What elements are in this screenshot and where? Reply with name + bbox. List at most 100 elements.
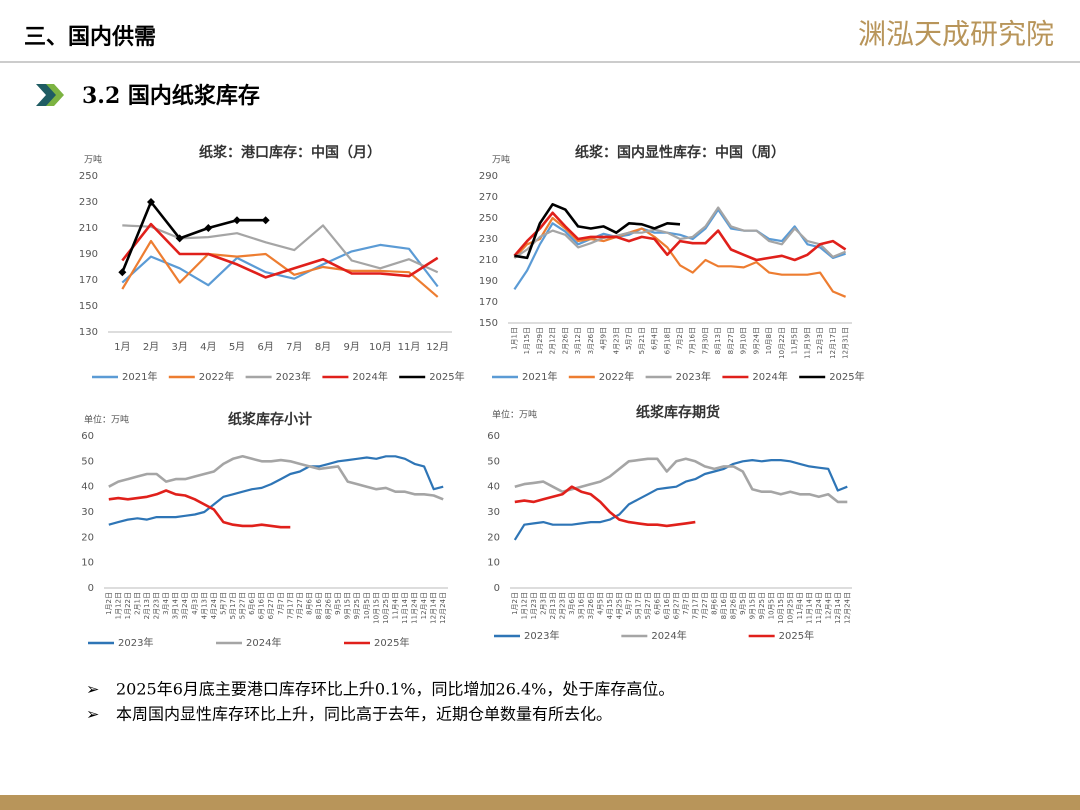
y-tick-label: 190	[479, 276, 498, 287]
x-tick-label: 3月12日	[574, 327, 582, 354]
x-tick-label: 12月14日	[834, 592, 842, 624]
x-tick-label: 11月24日	[815, 592, 823, 624]
series-line	[122, 224, 439, 274]
series-line	[121, 200, 266, 273]
x-tick-label: 9月5日	[739, 592, 747, 615]
x-tick-label: 6月6日	[653, 592, 661, 615]
x-tick-label: 7月17日	[286, 592, 294, 619]
x-tick-label: 1月2日	[105, 592, 113, 615]
x-tick-label: 11月4日	[391, 592, 399, 619]
x-tick-label: 9月25日	[353, 592, 361, 619]
point-marker	[261, 216, 270, 225]
x-tick-label: 4月5日	[596, 592, 604, 615]
x-tick-label: 9月24日	[752, 327, 760, 354]
chart-title: 纸浆库存小计	[228, 411, 312, 428]
series-line	[514, 457, 848, 504]
series-line	[514, 203, 681, 260]
bullet-icon: ➢	[86, 705, 99, 724]
x-tick-label: 8月26日	[325, 592, 333, 619]
x-tick-label: 1月1日	[510, 327, 518, 350]
x-tick-label: 4月	[200, 341, 216, 353]
x-tick-label: 1月12日	[520, 592, 528, 619]
x-tick-label: 2月3日	[539, 592, 547, 615]
x-tick-label: 7月17日	[691, 592, 699, 619]
x-tick-label: 10月25日	[786, 592, 794, 624]
x-tick-label: 4月15日	[606, 592, 614, 619]
x-tick-label: 4月24日	[210, 592, 218, 619]
x-tick-label: 6月27日	[672, 592, 680, 619]
x-tick-label: 10月	[369, 341, 392, 353]
y-tick-label: 150	[79, 301, 98, 312]
y-tick-label: 270	[479, 192, 498, 203]
x-tick-label: 9月25日	[758, 592, 766, 619]
legend-label: 2024年	[352, 370, 387, 383]
x-tick-label: 8月6日	[305, 592, 313, 615]
x-tick-label: 10月8日	[765, 327, 773, 354]
x-tick-label: 12月	[426, 341, 449, 353]
y-tick-label: 210	[79, 223, 98, 234]
bullet-icon: ➢	[86, 680, 99, 699]
y-tick-label: 130	[79, 327, 98, 338]
x-tick-label: 5月27日	[239, 592, 247, 619]
section-title: 3.2 国内纸浆库存	[82, 83, 260, 109]
x-tick-label: 10月5日	[363, 592, 371, 619]
x-tick-label: 9月15日	[344, 592, 352, 619]
series-line	[513, 211, 847, 262]
legend-label: 2024年	[651, 629, 686, 642]
x-tick-label: 6月6日	[248, 592, 256, 615]
x-tick-label: 3月26日	[587, 592, 595, 619]
point-marker	[204, 224, 213, 232]
x-tick-label: 8月26日	[729, 592, 737, 619]
x-tick-label: 12月3日	[816, 327, 824, 354]
section-arrow2	[46, 84, 64, 106]
x-tick-label: 3月	[171, 341, 187, 353]
x-tick-label: 3月24日	[181, 592, 189, 619]
series-line	[513, 206, 847, 259]
x-tick-label: 7月30日	[701, 327, 709, 354]
y-tick-label: 40	[81, 482, 94, 493]
x-tick-label: 2月23日	[558, 592, 566, 619]
series-line	[121, 243, 439, 288]
unit-label: 万吨	[84, 154, 102, 166]
x-tick-label: 12月4日	[420, 592, 428, 619]
unit-label: 单位：万吨	[84, 414, 129, 426]
y-tick-label: 10	[487, 558, 500, 569]
legend-label: 2023年	[118, 636, 153, 649]
x-tick-label: 12月4日	[824, 592, 832, 619]
series-line	[121, 239, 439, 298]
x-tick-label: 11月14日	[401, 592, 409, 624]
x-tick-label: 9月	[343, 341, 359, 353]
y-tick-label: 60	[81, 431, 94, 442]
x-tick-label: 8月13日	[714, 327, 722, 354]
unit-label: 万吨	[492, 154, 510, 166]
series-line	[513, 208, 846, 291]
chart-title: 纸浆：国内显性库存：中国（周）	[575, 144, 785, 161]
x-tick-label: 5月27日	[644, 592, 652, 619]
x-tick-label: 1月29日	[536, 327, 544, 354]
x-tick-label: 6月27日	[267, 592, 275, 619]
legend-label: 2021年	[522, 370, 557, 383]
x-tick-label: 6月18日	[663, 327, 671, 354]
x-tick-label: 9月15日	[748, 592, 756, 619]
y-tick-label: 230	[79, 197, 98, 208]
series-line	[108, 455, 444, 501]
y-tick-label: 190	[79, 249, 98, 260]
y-tick-label: 290	[479, 171, 498, 182]
x-tick-label: 10月22日	[778, 327, 786, 359]
x-tick-label: 9月10日	[740, 327, 748, 354]
x-tick-label: 8月6日	[710, 592, 718, 615]
legend-label: 2023年	[276, 370, 311, 383]
x-tick-label: 12月31日	[842, 327, 850, 359]
unit-label: 单位：万吨	[492, 409, 537, 421]
x-tick-label: 2月26日	[561, 327, 569, 354]
x-tick-label: 9月5日	[334, 592, 342, 615]
x-tick-label: 11月4日	[796, 592, 804, 619]
bullet: 2025年6月底主要港口库存环比上升0.1%，同比增加26.4%，处于库存高位。	[116, 680, 674, 699]
footer-bar	[0, 795, 1080, 810]
x-tick-label: 7月27日	[296, 592, 304, 619]
series-line	[514, 485, 696, 528]
x-tick-label: 8月	[315, 341, 331, 353]
x-tick-label: 3月16日	[577, 592, 585, 619]
x-tick-label: 11月24日	[411, 592, 419, 624]
